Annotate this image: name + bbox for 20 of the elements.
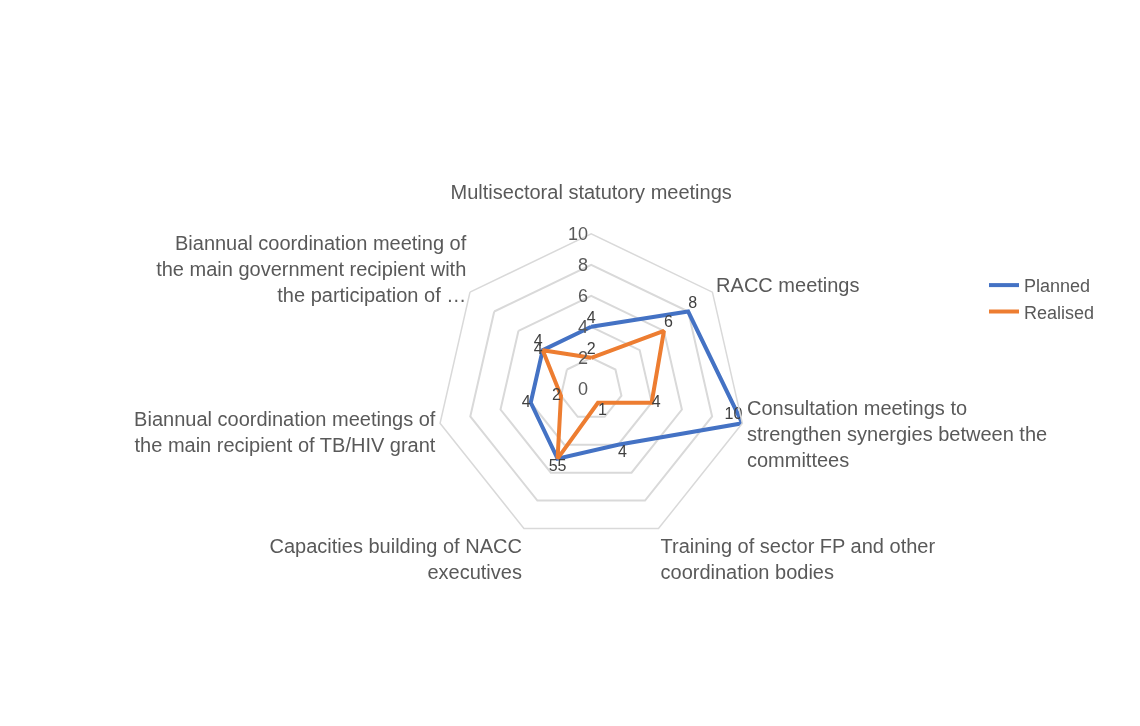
- data-label: 4: [651, 392, 661, 410]
- data-label: 6: [663, 312, 673, 330]
- spoke-label: Multisectoral statutory meetings: [450, 181, 732, 204]
- data-label: 1: [597, 400, 607, 418]
- y-tick-label: 0: [577, 378, 588, 399]
- spoke-label: Consultation meetings to strengthen synergies between the committees: [746, 397, 1048, 472]
- spoke-label: Capacities building of NACC executives: [269, 534, 522, 583]
- spoke-label: Training of sector FP and other coordination bodies: [660, 534, 936, 583]
- legend-label: Planned: [1024, 276, 1091, 297]
- data-label: 5: [557, 456, 567, 474]
- spoke-label: RACC meetings: [716, 274, 860, 297]
- y-tick-label: 8: [577, 254, 588, 275]
- data-label: 4: [618, 442, 628, 460]
- spoke-label: Biannual coordination meeting of the main government recipient with the participation of …: [156, 231, 467, 306]
- y-tick-label: 6: [577, 285, 588, 306]
- spoke-label: Biannual coordination meetings of the main recipient of TB/HIV grant: [134, 407, 436, 456]
- data-label: 8: [688, 293, 698, 311]
- legend-label: Realised: [1024, 302, 1095, 323]
- data-label: 5: [548, 456, 558, 474]
- y-tick-label: 10: [567, 223, 588, 244]
